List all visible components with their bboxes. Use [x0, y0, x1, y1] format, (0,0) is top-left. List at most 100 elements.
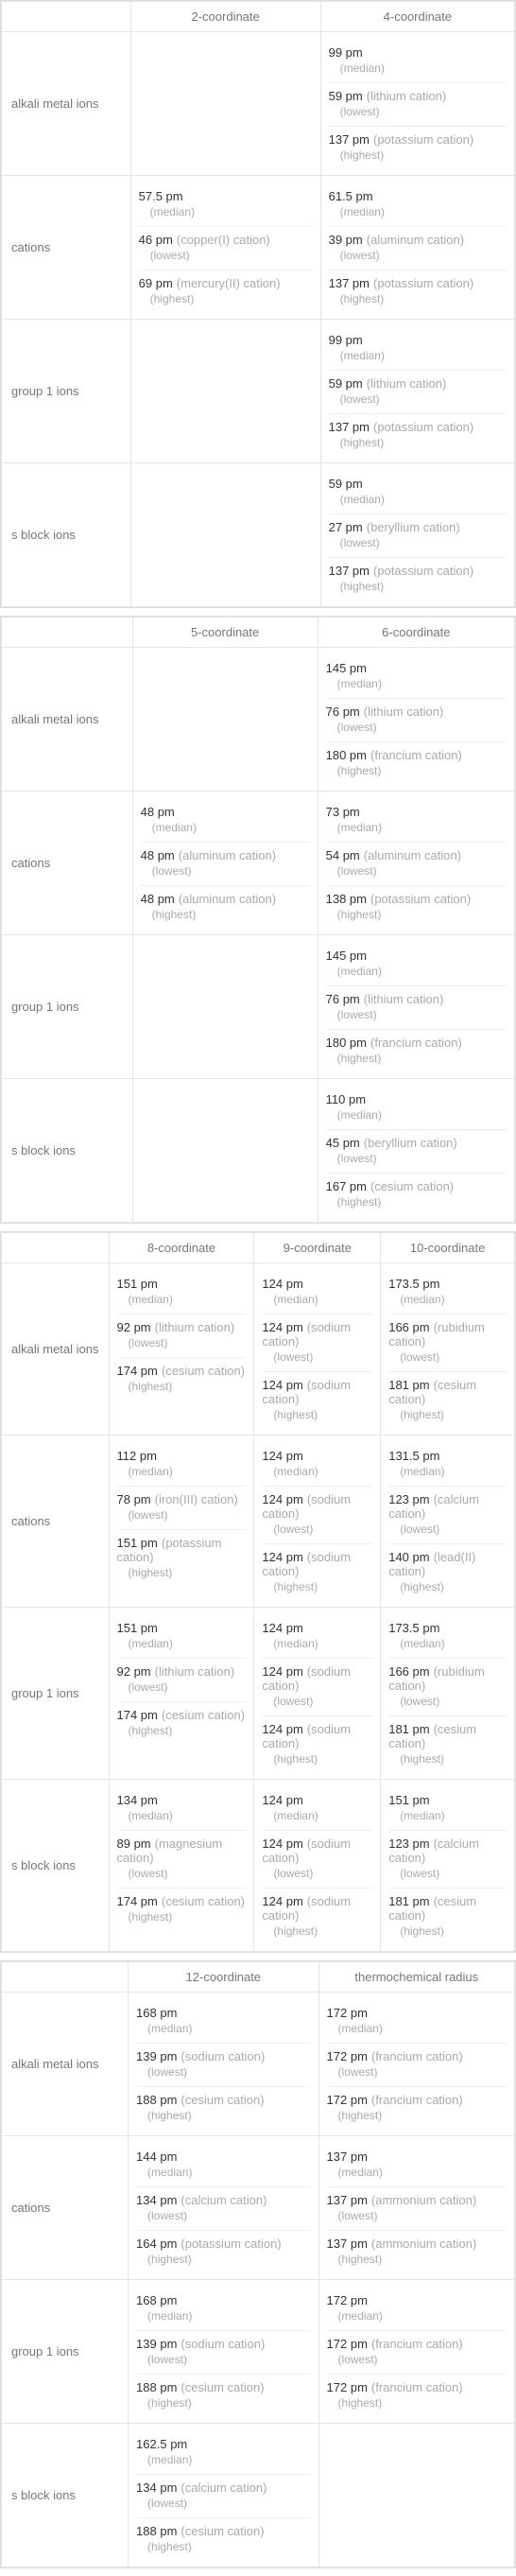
qualifier: (lowest): [337, 864, 507, 878]
data-entry: 180 pm(francium cation)(highest): [326, 1029, 507, 1069]
value: 124 pm: [262, 1378, 302, 1392]
qualifier: (median): [340, 205, 507, 218]
data-cell: [318, 2424, 514, 2567]
qualifier: (lowest): [338, 2209, 507, 2222]
qualifier: (median): [400, 1293, 507, 1306]
description: (lithium cation): [367, 376, 447, 391]
qualifier: (highest): [152, 908, 310, 921]
data-entry: 57.5 pm(median): [139, 185, 313, 222]
qualifier: (highest): [338, 2253, 507, 2266]
value: 137 pm: [329, 132, 370, 147]
qualifier: (median): [147, 2022, 310, 2035]
data-cell: [132, 648, 318, 792]
column-header: 12-coordinate: [129, 1962, 318, 1993]
qualifier: (median): [273, 1293, 372, 1306]
row-label: cations: [2, 792, 133, 935]
row-label: s block ions: [2, 1079, 133, 1223]
value: 166 pm: [388, 1664, 429, 1679]
value: 174 pm: [117, 1708, 158, 1722]
value: 151 pm: [117, 1277, 158, 1291]
data-entry: 59 pm(median): [329, 473, 507, 510]
qualifier: (median): [340, 493, 507, 506]
value: 134 pm: [136, 2193, 177, 2207]
value: 110 pm: [326, 1092, 366, 1106]
qualifier: (lowest): [340, 105, 507, 118]
description: (beryllium cation): [364, 1136, 457, 1150]
data-cell: [130, 320, 320, 463]
qualifier: (highest): [147, 2109, 310, 2122]
value: 164 pm: [136, 2237, 177, 2251]
data-entry: 124 pm(sodium cation)(highest): [262, 1543, 372, 1597]
data-table: 2-coordinate4-coordinatealkali metal ion…: [1, 1, 515, 607]
value: 78 pm: [117, 1492, 151, 1506]
description: (lithium cation): [364, 705, 444, 719]
qualifier: (lowest): [273, 1867, 372, 1880]
row-label: s block ions: [2, 2424, 129, 2567]
qualifier: (median): [147, 2453, 310, 2466]
value: 138 pm: [326, 892, 367, 906]
data-cell: 172 pm(median)172 pm(francium cation)(lo…: [318, 1993, 514, 2136]
qualifier: (median): [337, 821, 507, 834]
data-entry: 174 pm(cesium cation)(highest): [117, 1357, 247, 1397]
column-header: 9-coordinate: [254, 1233, 381, 1263]
qualifier: (highest): [400, 1408, 507, 1421]
data-entry: 172 pm(francium cation)(lowest): [327, 2330, 507, 2370]
row-label: alkali metal ions: [2, 648, 133, 792]
data-entry: 168 pm(median): [136, 2289, 310, 2326]
qualifier: (median): [150, 205, 313, 218]
value: 76 pm: [326, 705, 360, 719]
qualifier: (highest): [340, 436, 507, 449]
table-row: alkali metal ions168 pm(median)139 pm(so…: [2, 1993, 515, 2136]
data-entry: 123 pm(calcium cation)(lowest): [388, 1830, 507, 1884]
table-row: cations57.5 pm(median)46 pm(copper(I) ca…: [2, 176, 515, 320]
data-entry: 145 pm(median): [326, 657, 507, 694]
data-entry: 124 pm(sodium cation)(lowest): [262, 1314, 372, 1367]
qualifier: (lowest): [129, 1867, 247, 1880]
data-entry: 172 pm(francium cation)(highest): [327, 2374, 507, 2413]
description: (cesium cation): [181, 2524, 264, 2538]
value: 48 pm: [141, 805, 175, 819]
data-table-section: 12-coordinatethermochemical radiusalkali…: [0, 1960, 516, 2568]
value: 89 pm: [117, 1836, 151, 1851]
value: 151 pm: [388, 1793, 429, 1807]
value: 137 pm: [327, 2237, 368, 2251]
data-entry: 151 pm(median): [388, 1789, 507, 1826]
data-entry: 69 pm(mercury(II) cation)(highest): [139, 270, 313, 309]
description: (potassium cation): [373, 420, 473, 434]
value: 181 pm: [388, 1722, 429, 1736]
table-row: group 1 ions168 pm(median)139 pm(sodium …: [2, 2280, 515, 2424]
qualifier: (median): [338, 2022, 507, 2035]
data-cell: 151 pm(median) 123 pm(calcium cation)(low…: [381, 1780, 515, 1952]
value: 124 pm: [262, 1664, 302, 1679]
qualifier: (lowest): [129, 1336, 247, 1349]
data-cell: 145 pm(median)76 pm(lithium cation)(lowe…: [318, 935, 514, 1079]
data-entry: 48 pm(median): [141, 801, 310, 838]
table-row: alkali metal ions99 pm(median)59 pm(lith…: [2, 32, 515, 176]
data-cell: 173.5 pm(median)166 pm(rubidium cation)(…: [381, 1608, 515, 1780]
value: 48 pm: [141, 892, 175, 906]
description: (calcium cation): [181, 2480, 267, 2495]
data-cell: 151 pm(median)92 pm(lithium cation)(lowe…: [109, 1263, 254, 1436]
value: 124 pm: [262, 1277, 302, 1291]
row-label: alkali metal ions: [2, 1263, 110, 1436]
qualifier: (lowest): [337, 1152, 507, 1165]
data-entry: 92 pm(lithium cation)(lowest): [117, 1658, 247, 1697]
value: 181 pm: [388, 1894, 429, 1908]
value: 92 pm: [117, 1664, 151, 1679]
value: 124 pm: [262, 1492, 302, 1506]
qualifier: (median): [337, 965, 507, 978]
data-cell: [130, 463, 320, 607]
qualifier: (highest): [337, 908, 507, 921]
table-row: alkali metal ions 145 pm(median) 76 pm (lit…: [2, 648, 515, 792]
data-entry: 124 pm(sodium cation)(highest): [262, 1888, 372, 1941]
data-entry: 46 pm(copper(I) cation)(lowest): [139, 226, 313, 266]
data-cell: 124 pm(median)124 pm(sodium cation)(lowe…: [254, 1608, 381, 1780]
qualifier: (highest): [129, 1566, 247, 1579]
value: 124 pm: [262, 1621, 302, 1635]
data-entry: 164 pm(potassium cation)(highest): [136, 2230, 310, 2270]
description: (beryllium cation): [367, 520, 460, 534]
qualifier: (lowest): [340, 249, 507, 262]
qualifier: (median): [147, 2166, 310, 2179]
data-entry: 45 pm(beryllium cation)(lowest): [326, 1129, 507, 1169]
data-entry: 138 pm(potassium cation)(highest): [326, 885, 507, 925]
